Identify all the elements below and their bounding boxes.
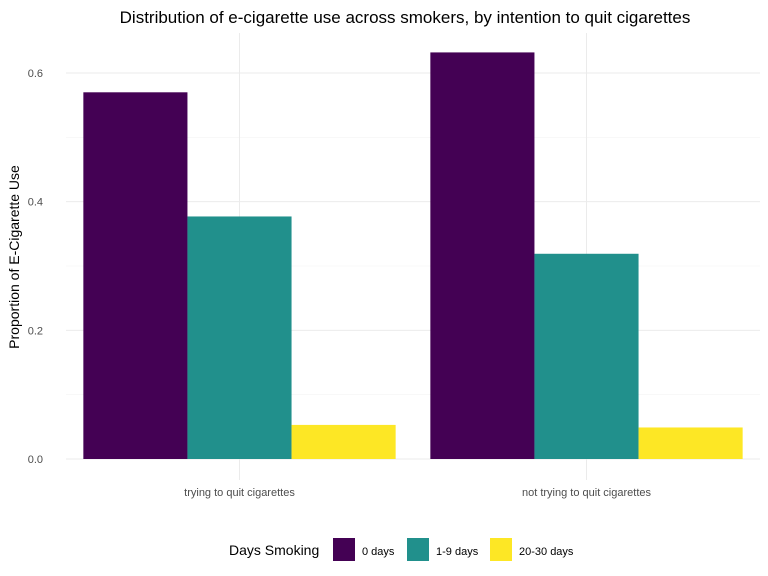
chart-title: Distribution of e-cigarette use across s… [120, 8, 691, 27]
legend-label: 1-9 days [436, 546, 479, 558]
y-tick-label: 0.6 [28, 68, 43, 80]
legend-key [407, 538, 429, 561]
x-axis-ticks: trying to quit cigarettes not trying to q… [184, 487, 651, 499]
bar [638, 427, 743, 459]
bar [534, 253, 639, 459]
bar [430, 52, 535, 460]
legend-title: Days Smoking [229, 542, 319, 558]
y-axis-ticks: 0.0 0.2 0.4 0.6 [28, 68, 43, 466]
bar [83, 92, 188, 460]
legend-key [333, 538, 355, 561]
bar [291, 424, 396, 459]
legend-key [490, 538, 512, 561]
legend-label: 20-30 days [519, 546, 574, 558]
y-tick-label: 0.4 [28, 197, 43, 209]
bars [83, 52, 743, 460]
y-tick-label: 0.0 [28, 454, 43, 466]
y-axis-title: Proportion of E-Cigarette Use [6, 165, 22, 349]
y-tick-label: 0.2 [28, 325, 43, 337]
bar [187, 216, 292, 459]
x-tick-label: trying to quit cigarettes [184, 487, 295, 499]
legend: Days Smoking 0 days 1-9 days 20-30 days [229, 538, 574, 561]
legend-label: 0 days [362, 546, 395, 558]
x-tick-label: not trying to quit cigarettes [522, 487, 652, 499]
